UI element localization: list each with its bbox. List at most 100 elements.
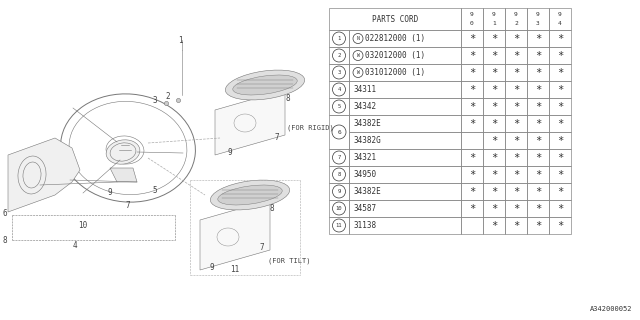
Text: *: * [491,84,497,94]
Text: 8: 8 [337,172,340,177]
Text: *: * [557,153,563,163]
Text: *: * [513,51,519,60]
Text: 34311: 34311 [353,85,376,94]
Bar [505,132,527,149]
Bar [461,166,483,183]
Bar [483,64,505,81]
Text: 1: 1 [337,36,340,41]
Text: *: * [513,118,519,129]
Bar [349,30,461,47]
Bar [527,8,549,30]
Bar [527,115,549,132]
Text: 8: 8 [3,236,7,244]
Text: 34950: 34950 [353,170,376,179]
Text: 2: 2 [166,92,170,100]
Bar [505,217,527,234]
Text: *: * [557,170,563,180]
Text: *: * [535,187,541,196]
Polygon shape [8,138,80,212]
Text: 1: 1 [492,20,496,26]
Ellipse shape [218,185,282,205]
Text: 2: 2 [514,20,518,26]
Text: 1: 1 [178,36,182,44]
Bar [527,132,549,149]
Text: *: * [491,187,497,196]
Text: 3: 3 [536,20,540,26]
Bar [527,166,549,183]
Text: 34382G: 34382G [354,136,381,145]
Bar [505,64,527,81]
Text: 0: 0 [470,20,474,26]
Text: (FOR RIGID): (FOR RIGID) [287,125,333,131]
Text: *: * [469,118,475,129]
Text: 9: 9 [210,262,214,271]
Text: *: * [469,170,475,180]
Text: 34382E: 34382E [354,119,381,128]
Bar [483,183,505,200]
Bar [505,47,527,64]
Text: *: * [535,118,541,129]
Bar [527,183,549,200]
Bar [505,81,527,98]
Bar [549,47,571,64]
Bar [549,8,571,30]
Text: *: * [513,170,519,180]
Text: *: * [513,84,519,94]
Bar [329,166,349,183]
Bar [549,183,571,200]
Text: *: * [557,187,563,196]
Text: (FOR TILT): (FOR TILT) [268,258,310,264]
Bar [549,115,571,132]
Bar [483,217,505,234]
Text: *: * [557,84,563,94]
Text: *: * [535,135,541,146]
Bar [461,81,483,98]
Text: 10: 10 [78,220,88,229]
Text: *: * [557,101,563,111]
Text: *: * [557,68,563,77]
Bar [549,81,571,98]
Text: 34342: 34342 [353,102,376,111]
Text: *: * [535,84,541,94]
Text: A342000052: A342000052 [589,306,632,312]
Bar [483,200,505,217]
Text: *: * [513,220,519,230]
Text: 31138: 31138 [353,221,376,230]
Text: *: * [491,51,497,60]
Text: 4: 4 [337,87,340,92]
Bar [349,217,461,234]
Text: 9: 9 [514,12,518,17]
Text: *: * [469,34,475,44]
Bar [527,64,549,81]
Text: 8: 8 [270,204,275,212]
Text: *: * [513,187,519,196]
Polygon shape [200,200,270,270]
Bar [549,30,571,47]
Text: *: * [491,220,497,230]
Text: *: * [535,170,541,180]
Bar [505,166,527,183]
Ellipse shape [233,75,297,95]
Bar [549,149,571,166]
Text: *: * [513,34,519,44]
Text: *: * [513,204,519,213]
Polygon shape [215,90,285,155]
Text: *: * [557,34,563,44]
Text: W: W [356,70,360,75]
Text: 4: 4 [558,20,562,26]
Text: *: * [491,34,497,44]
Text: *: * [491,118,497,129]
Text: W: W [356,53,360,58]
Bar [349,149,461,166]
Text: *: * [535,101,541,111]
Bar [505,200,527,217]
Bar [461,217,483,234]
Ellipse shape [211,180,290,210]
Bar [549,132,571,149]
Bar [461,183,483,200]
Bar [329,183,349,200]
Text: 9: 9 [536,12,540,17]
Bar [483,166,505,183]
Text: 7: 7 [337,155,340,160]
Text: 031012000 (1): 031012000 (1) [365,68,425,77]
